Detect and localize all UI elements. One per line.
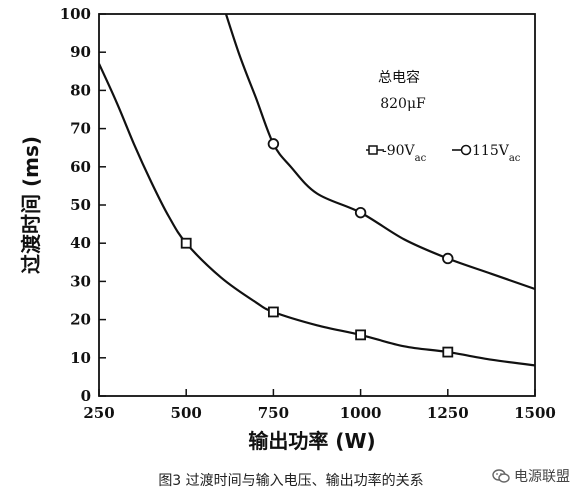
y-tick-label: 70 (70, 120, 91, 138)
legend-item-circle: 115Vac (452, 143, 521, 164)
chart: 0 10 20 30 40 50 60 70 80 90 100 250 500 750 1000 1250… (19, 5, 556, 453)
legend-square-marker (368, 145, 378, 155)
y-axis-title: 过渡时间 (ms) (19, 136, 43, 274)
y-tick-label: 10 (70, 349, 91, 367)
annotation-line-1: 总电容 (378, 69, 420, 86)
square-marker (442, 346, 454, 358)
y-tick-label: 0 (81, 387, 91, 405)
legend-circle-marker (460, 144, 472, 156)
y-tick-label: 100 (60, 5, 91, 23)
legend-label: 115Vac (472, 143, 521, 164)
square-marker (180, 237, 192, 249)
circle-marker (442, 252, 454, 265)
x-tick-label: 1000 (340, 404, 382, 422)
y-tick-label: 90 (70, 43, 91, 61)
legend-item-square: -90Vac (366, 143, 427, 164)
x-tick-label: 500 (171, 404, 202, 422)
x-tick-label: 1250 (427, 404, 469, 422)
annotation-line-2: 820μF (380, 96, 426, 112)
x-tick-label: 1500 (514, 404, 556, 422)
circle-marker (354, 206, 367, 219)
x-axis-title: 输出功率 (W) (248, 429, 375, 453)
square-marker (267, 306, 279, 318)
y-tick-label: 20 (70, 311, 91, 329)
legend-label: -90Vac (382, 143, 427, 164)
watermark-text: 电源联盟 (514, 469, 570, 485)
x-tick-label: 250 (83, 404, 114, 422)
legend: -90Vac 115Vac (366, 143, 521, 164)
x-axis-ticks: 250 500 750 1000 1250 1500 (83, 389, 556, 422)
series-line (224, 14, 535, 291)
square-marker (355, 329, 367, 341)
series-markers (267, 138, 454, 265)
series-line (99, 63, 535, 367)
plot-frame (98, 13, 536, 397)
y-tick-label: 30 (70, 272, 91, 290)
y-tick-label: 50 (70, 196, 91, 214)
y-axis-ticks: 0 10 20 30 40 50 60 70 80 90 100 (60, 5, 106, 405)
circle-marker (267, 138, 280, 150)
series-circle (224, 14, 535, 291)
watermark: 电源联盟 (492, 466, 570, 486)
y-tick-label: 60 (70, 158, 91, 176)
y-tick-label: 40 (70, 234, 91, 252)
y-tick-label: 80 (70, 81, 91, 99)
x-tick-label: 750 (258, 404, 289, 422)
series-markers (180, 237, 454, 358)
figure-caption: 图3 过渡时间与输入电压、输出功率的关系 (158, 473, 424, 489)
series-layer (99, 14, 535, 367)
series-square (99, 63, 535, 367)
wechat-bubble-icon (492, 469, 510, 483)
